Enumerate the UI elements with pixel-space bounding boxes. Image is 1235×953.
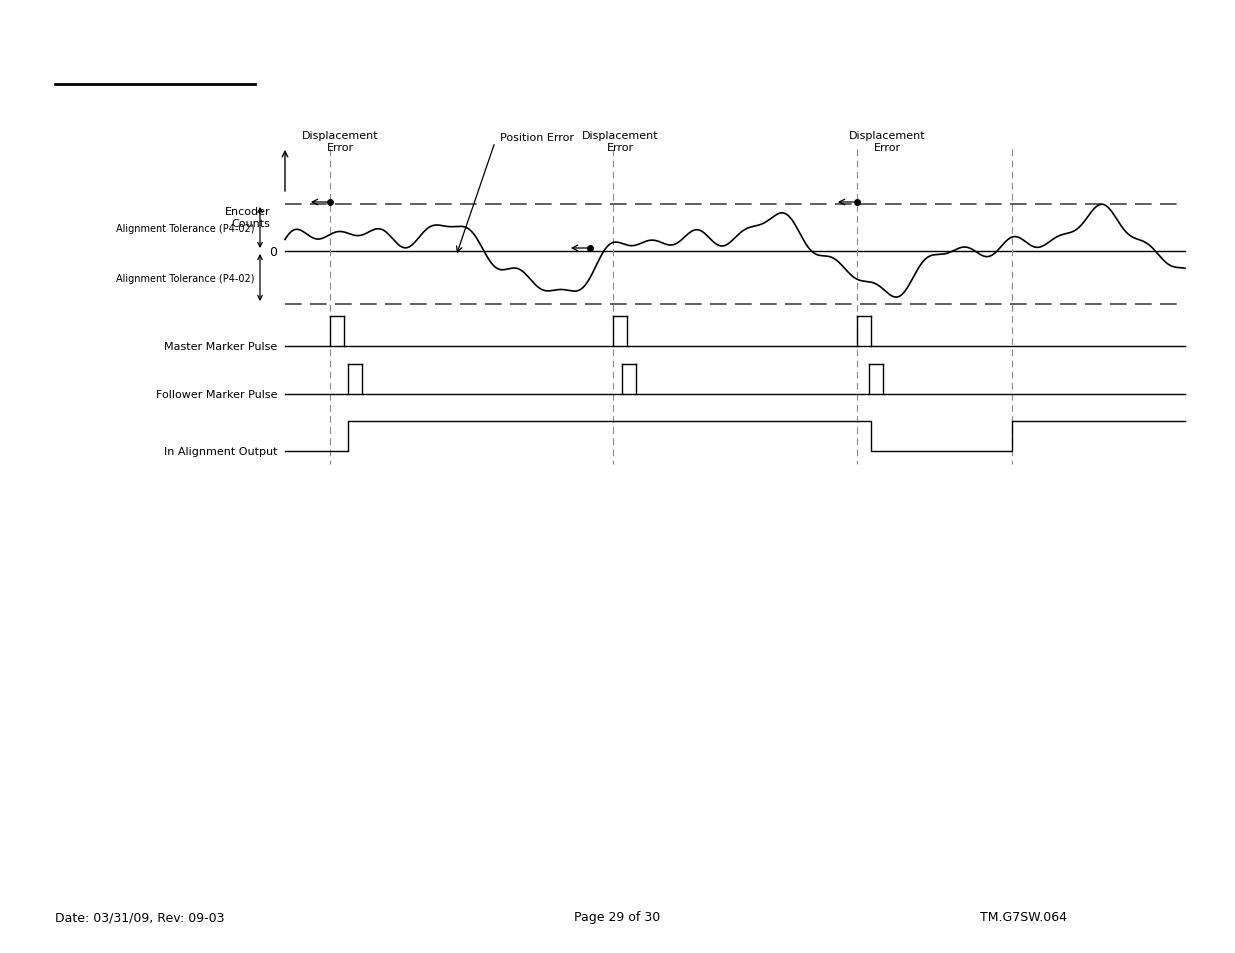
Text: TM.G7SW.064: TM.G7SW.064	[981, 910, 1067, 923]
Text: Position Error: Position Error	[500, 132, 574, 143]
Text: Displacement
Error: Displacement Error	[848, 132, 925, 152]
Text: Displacement
Error: Displacement Error	[301, 132, 378, 152]
Text: Displacement
Error: Displacement Error	[582, 132, 658, 152]
Text: Alignment Tolerance (P4-02): Alignment Tolerance (P4-02)	[116, 274, 254, 283]
Text: Alignment Tolerance (P4-02): Alignment Tolerance (P4-02)	[116, 223, 254, 233]
Text: Date: 03/31/09, Rev: 09-03: Date: 03/31/09, Rev: 09-03	[56, 910, 225, 923]
Text: In Alignment Output: In Alignment Output	[163, 447, 277, 456]
Text: 0: 0	[269, 245, 277, 258]
Text: Master Marker Pulse: Master Marker Pulse	[164, 341, 277, 352]
Text: Page 29 of 30: Page 29 of 30	[574, 910, 661, 923]
Text: Follower Marker Pulse: Follower Marker Pulse	[156, 390, 277, 399]
Text: Encoder
Counts: Encoder Counts	[225, 207, 270, 229]
